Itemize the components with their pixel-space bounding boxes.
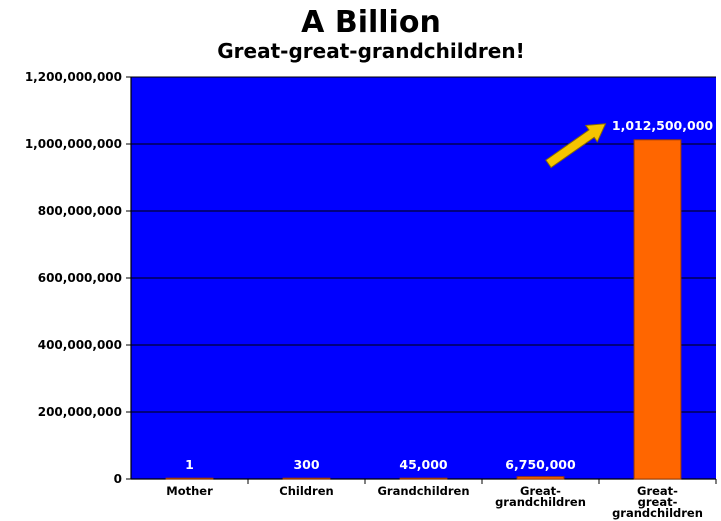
bar-value-label: 300 bbox=[293, 457, 319, 472]
bar bbox=[516, 476, 565, 480]
chart-subtitle: Great-great-grandchildren! bbox=[217, 39, 524, 63]
x-tick-label: grandchildren bbox=[612, 506, 703, 520]
y-tick-label: 400,000,000 bbox=[38, 338, 122, 352]
annotation-arrow-icon bbox=[545, 123, 607, 169]
x-tick-label: Great- bbox=[520, 484, 561, 498]
bar bbox=[399, 477, 448, 480]
y-tick-label: 1,000,000,000 bbox=[25, 137, 122, 151]
x-tick-label: Mother bbox=[166, 484, 213, 498]
bar-value-label: 45,000 bbox=[399, 457, 448, 472]
x-tick-label: Children bbox=[279, 484, 333, 498]
x-tick-label: great- bbox=[638, 495, 678, 509]
y-tick-label: 200,000,000 bbox=[38, 405, 122, 419]
bar bbox=[633, 139, 682, 480]
bar bbox=[165, 477, 214, 480]
bar-value-label: 1 bbox=[185, 457, 194, 472]
y-tick-label: 800,000,000 bbox=[38, 204, 122, 218]
x-tick-label: Great- bbox=[637, 484, 678, 498]
y-tick-label: 0 bbox=[114, 472, 122, 486]
bar-value-label: 6,750,000 bbox=[505, 457, 576, 472]
bar-value-label: 1,012,500,000 bbox=[612, 118, 714, 133]
x-tick-label: grandchildren bbox=[495, 495, 586, 509]
y-tick-label: 600,000,000 bbox=[38, 271, 122, 285]
y-tick-label: 1,200,000,000 bbox=[25, 70, 122, 84]
chart-title: A Billion bbox=[301, 5, 441, 40]
bar bbox=[282, 477, 331, 480]
x-tick-label: Grandchildren bbox=[377, 484, 469, 498]
plot-area: 0 200,000,000 400,000,000 600,000,000 800,00… bbox=[25, 70, 717, 520]
